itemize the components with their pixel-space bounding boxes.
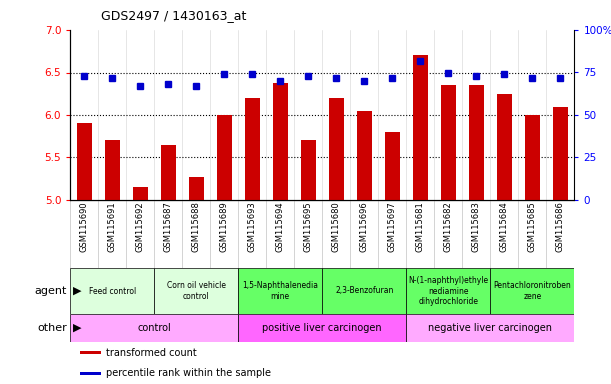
Bar: [189, 177, 204, 200]
Bar: [161, 145, 176, 200]
Bar: [154, 268, 238, 314]
Text: GSM115689: GSM115689: [220, 201, 229, 252]
Text: 2,3-Benzofuran: 2,3-Benzofuran: [335, 286, 393, 296]
Text: agent: agent: [35, 286, 67, 296]
Text: GSM115681: GSM115681: [416, 201, 425, 252]
Text: Feed control: Feed control: [89, 286, 136, 296]
Bar: [216, 115, 232, 200]
Bar: [273, 83, 288, 200]
Bar: [76, 124, 92, 200]
Text: positive liver carcinogen: positive liver carcinogen: [263, 323, 382, 333]
Bar: [70, 314, 238, 342]
Bar: [525, 115, 540, 200]
Text: GSM115685: GSM115685: [528, 201, 537, 252]
Bar: [104, 141, 120, 200]
Text: negative liver carcinogen: negative liver carcinogen: [428, 323, 552, 333]
Bar: [329, 98, 344, 200]
Text: GSM115687: GSM115687: [164, 201, 173, 252]
Bar: [244, 98, 260, 200]
Text: other: other: [37, 323, 67, 333]
Bar: [497, 94, 512, 200]
Text: ▶: ▶: [73, 286, 82, 296]
Bar: [133, 187, 148, 200]
Text: N-(1-naphthyl)ethyle
nediamine
dihydrochloride: N-(1-naphthyl)ethyle nediamine dihydroch…: [408, 276, 488, 306]
Bar: [552, 106, 568, 200]
Text: control: control: [137, 323, 171, 333]
Text: GSM115684: GSM115684: [500, 201, 509, 252]
Text: percentile rank within the sample: percentile rank within the sample: [106, 369, 271, 379]
Text: Corn oil vehicle
control: Corn oil vehicle control: [167, 281, 226, 301]
Bar: [469, 85, 484, 200]
Text: ▶: ▶: [73, 323, 82, 333]
Text: 1,5-Naphthalenedia
mine: 1,5-Naphthalenedia mine: [243, 281, 318, 301]
Bar: [384, 132, 400, 200]
Text: GSM115682: GSM115682: [444, 201, 453, 252]
Text: Pentachloronitroben
zene: Pentachloronitroben zene: [494, 281, 571, 301]
Text: GSM115680: GSM115680: [332, 201, 341, 252]
Bar: [238, 314, 406, 342]
Bar: [490, 268, 574, 314]
Text: GSM115690: GSM115690: [80, 201, 89, 252]
Bar: [323, 268, 406, 314]
Text: GSM115696: GSM115696: [360, 201, 369, 252]
Bar: [406, 314, 574, 342]
Text: GSM115694: GSM115694: [276, 201, 285, 252]
Bar: [238, 268, 323, 314]
Bar: [301, 141, 316, 200]
Text: GSM115691: GSM115691: [108, 201, 117, 252]
Text: GDS2497 / 1430163_at: GDS2497 / 1430163_at: [101, 9, 246, 22]
Text: GSM115686: GSM115686: [556, 201, 565, 252]
Text: GSM115693: GSM115693: [248, 201, 257, 252]
Bar: [441, 85, 456, 200]
Bar: [70, 268, 154, 314]
Bar: [406, 268, 490, 314]
Text: transformed count: transformed count: [106, 348, 196, 358]
Text: GSM115692: GSM115692: [136, 201, 145, 252]
Text: GSM115688: GSM115688: [192, 201, 201, 252]
Text: GSM115683: GSM115683: [472, 201, 481, 252]
Text: GSM115695: GSM115695: [304, 201, 313, 252]
Text: GSM115697: GSM115697: [388, 201, 397, 252]
Bar: [81, 372, 100, 375]
Bar: [357, 111, 372, 200]
Bar: [412, 56, 428, 200]
Bar: [81, 351, 100, 354]
